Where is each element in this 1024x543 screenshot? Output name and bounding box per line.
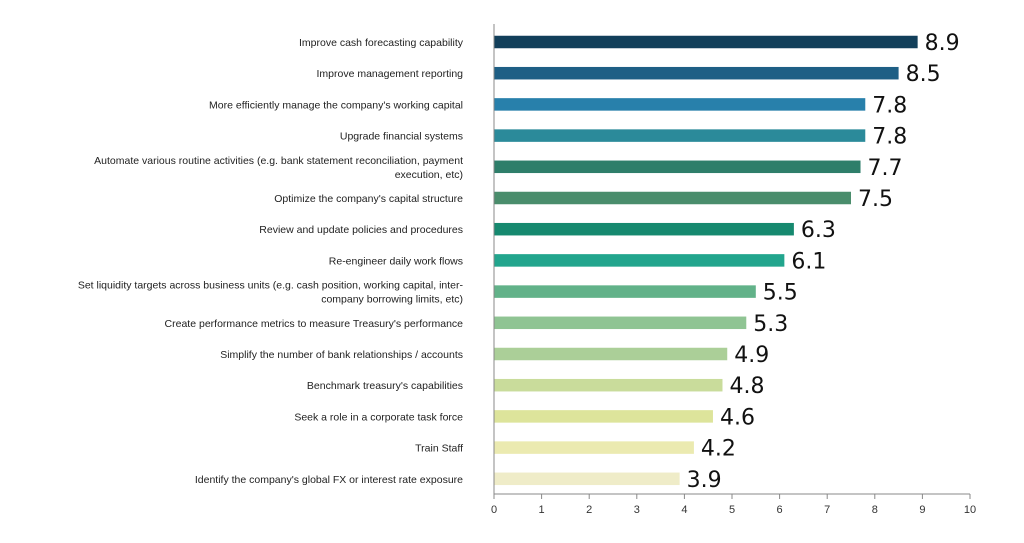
value-labels: 8.9 8.5 7.8 7.8 7.7 7.5 6.3 6.1 5.5 5.3 4.9 4.8 4.6 4… (687, 31, 960, 493)
category-label: company borrowing limits, etc) (321, 294, 463, 306)
bar (494, 98, 866, 111)
category-label: Set liquidity targets across business un… (78, 280, 464, 292)
bar (494, 410, 713, 423)
x-tick-label: 2 (586, 504, 592, 516)
bar (494, 285, 756, 298)
category-label: Re-engineer daily work flows (329, 255, 463, 267)
bar-value-label: 4.6 (720, 405, 755, 430)
x-tick-label: 9 (919, 504, 925, 516)
bar (494, 378, 723, 392)
bar-value-label: 6.3 (801, 218, 836, 243)
bar-value-label: 4.9 (734, 343, 769, 368)
bar-value-label: 7.7 (868, 156, 903, 181)
bar-value-label: 5.5 (763, 281, 798, 306)
x-tick-label: 3 (634, 504, 640, 516)
bar (494, 222, 794, 236)
x-tick-label: 4 (681, 504, 687, 516)
bar-value-label: 4.8 (729, 374, 764, 399)
bar (494, 347, 728, 361)
bar-value-label: 3.9 (687, 468, 722, 493)
category-label: Train Staff (415, 443, 463, 455)
bar (494, 35, 918, 49)
category-labels: Improve cash forecasting capability Impro… (78, 37, 464, 486)
x-tick-label: 10 (964, 504, 976, 516)
bar (494, 66, 899, 80)
category-label: Upgrade financial systems (340, 131, 463, 143)
bar (494, 472, 680, 486)
bar (494, 129, 866, 142)
category-label: execution, etc) (395, 169, 463, 181)
category-label: Automate various routine activities (e.g… (94, 155, 463, 167)
x-tick-label: 1 (539, 504, 545, 516)
bar (494, 441, 694, 454)
x-tick-label: 0 (491, 504, 497, 516)
bar (494, 316, 747, 330)
bar-value-label: 6.1 (791, 249, 826, 274)
category-label: Benchmark treasury's capabilities (307, 380, 463, 392)
category-label: More efficiently manage the company's wo… (209, 99, 463, 111)
x-tick-label: 6 (777, 504, 783, 516)
category-label: Optimize the company's capital structure (274, 193, 463, 205)
bar-value-label: 7.5 (858, 187, 893, 212)
axes: 0 1 2 3 4 5 6 7 8 9 10 (491, 24, 976, 516)
category-label: Improve cash forecasting capability (299, 37, 464, 49)
category-label: Improve management reporting (317, 68, 464, 80)
category-label: Review and update policies and procedure… (259, 224, 463, 236)
bar-value-label: 4.2 (701, 437, 736, 462)
bar-value-label: 7.8 (872, 125, 907, 150)
bars (494, 35, 918, 486)
bar-value-label: 5.3 (753, 312, 788, 337)
x-tick-label: 8 (872, 504, 878, 516)
category-label: Seek a role in a corporate task force (294, 411, 463, 423)
x-tick-label: 5 (729, 504, 735, 516)
category-label: Simplify the number of bank relationship… (220, 349, 463, 361)
bar-value-label: 7.8 (872, 93, 907, 118)
bar-value-label: 8.9 (925, 31, 960, 56)
category-label: Identify the company's global FX or inte… (195, 474, 463, 486)
category-label: Create performance metrics to measure Tr… (165, 318, 464, 330)
bar (494, 160, 861, 174)
bar (494, 191, 851, 205)
bar (494, 254, 785, 267)
x-tick-label: 7 (824, 504, 830, 516)
bar-value-label: 8.5 (906, 62, 941, 87)
